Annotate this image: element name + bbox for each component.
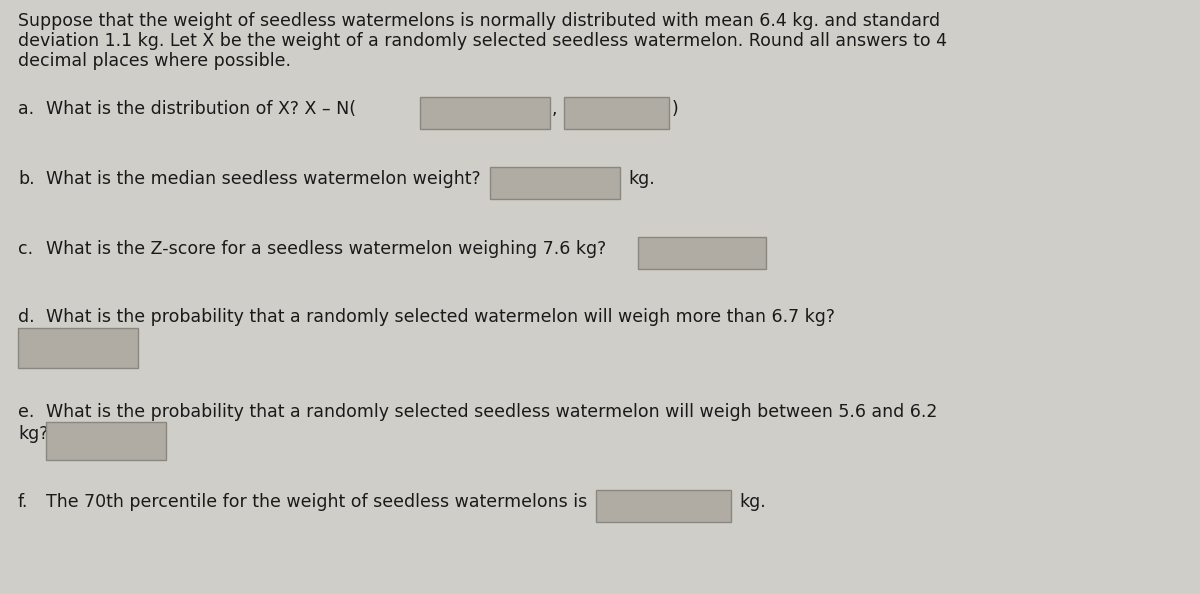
Text: ): ) xyxy=(672,100,679,118)
Bar xyxy=(46,422,166,460)
Text: decimal places where possible.: decimal places where possible. xyxy=(18,52,292,70)
Text: Suppose that the weight of seedless watermelons is normally distributed with mea: Suppose that the weight of seedless wate… xyxy=(18,12,940,30)
Bar xyxy=(18,328,138,368)
Text: ,: , xyxy=(552,100,558,118)
Text: What is the distribution of X? X – N(: What is the distribution of X? X – N( xyxy=(46,100,356,118)
Bar xyxy=(420,97,550,129)
Text: The 70th percentile for the weight of seedless watermelons is: The 70th percentile for the weight of se… xyxy=(46,493,587,511)
Bar xyxy=(564,97,670,129)
Bar xyxy=(596,490,731,522)
Text: What is the Z-score for a seedless watermelon weighing 7.6 kg?: What is the Z-score for a seedless water… xyxy=(46,240,606,258)
Text: a.: a. xyxy=(18,100,34,118)
Text: What is the probability that a randomly selected seedless watermelon will weigh : What is the probability that a randomly … xyxy=(46,403,937,421)
Text: e.: e. xyxy=(18,403,35,421)
Text: d.: d. xyxy=(18,308,35,326)
Text: kg.: kg. xyxy=(739,493,766,511)
Text: c.: c. xyxy=(18,240,34,258)
Text: What is the probability that a randomly selected watermelon will weigh more than: What is the probability that a randomly … xyxy=(46,308,835,326)
Text: kg?: kg? xyxy=(18,425,48,443)
Text: b.: b. xyxy=(18,170,35,188)
Text: What is the median seedless watermelon weight?: What is the median seedless watermelon w… xyxy=(46,170,481,188)
Bar xyxy=(638,237,766,269)
Text: deviation 1.1 kg. Let X be the weight of a randomly selected seedless watermelon: deviation 1.1 kg. Let X be the weight of… xyxy=(18,32,947,50)
Bar xyxy=(490,167,620,199)
Text: kg.: kg. xyxy=(628,170,655,188)
Text: f.: f. xyxy=(18,493,29,511)
